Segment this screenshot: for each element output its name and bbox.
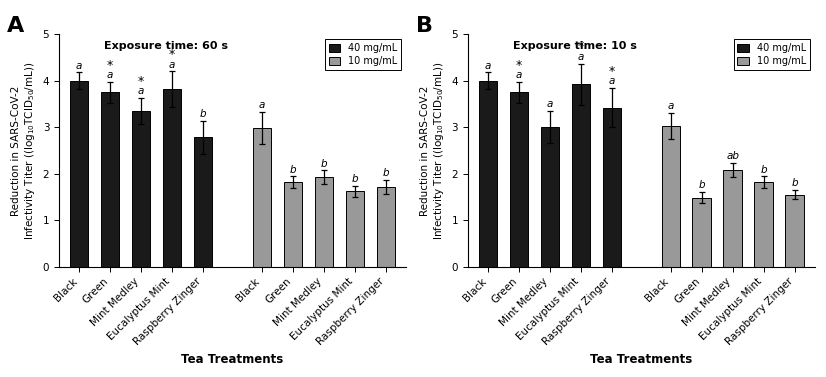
Text: *: *: [609, 65, 615, 78]
Text: Exposure time: 60 s: Exposure time: 60 s: [104, 41, 228, 51]
Bar: [253, 128, 271, 267]
Text: b: b: [699, 180, 705, 190]
Bar: [662, 126, 680, 267]
Legend: 40 mg/mL, 10 mg/mL: 40 mg/mL, 10 mg/mL: [733, 39, 810, 70]
Bar: [724, 170, 742, 267]
Text: ab: ab: [726, 151, 739, 161]
Text: a: a: [577, 52, 584, 62]
Y-axis label: Reduction in SARS-CoV-2
Infectivity Titer ($\mathregular{(log_{10}TCID_{50}/mL)}: Reduction in SARS-CoV-2 Infectivity Tite…: [420, 61, 446, 240]
Bar: [345, 191, 364, 267]
Text: a: a: [169, 60, 175, 70]
Text: B: B: [415, 16, 433, 36]
Text: b: b: [200, 109, 206, 120]
Bar: [315, 177, 333, 267]
Bar: [692, 198, 711, 267]
Text: A: A: [7, 16, 24, 36]
Text: b: b: [382, 168, 389, 178]
Legend: 40 mg/mL, 10 mg/mL: 40 mg/mL, 10 mg/mL: [325, 39, 401, 70]
Bar: [603, 108, 621, 267]
Bar: [194, 138, 212, 267]
Bar: [70, 81, 88, 267]
Bar: [541, 127, 559, 267]
Text: a: a: [667, 101, 674, 112]
Text: a: a: [609, 77, 615, 86]
Text: Exposure time: 10 s: Exposure time: 10 s: [513, 41, 637, 51]
Text: a: a: [138, 86, 145, 96]
Bar: [283, 182, 302, 267]
Text: a: a: [107, 70, 113, 80]
Bar: [377, 187, 395, 267]
Text: b: b: [290, 165, 297, 175]
Y-axis label: Reduction in SARS-CoV-2
Infectivity Titer ($\mathregular{(log_{10}TCID_{50}/mL)}: Reduction in SARS-CoV-2 Infectivity Tite…: [11, 61, 37, 240]
X-axis label: Tea Treatments: Tea Treatments: [182, 353, 283, 366]
Text: *: *: [169, 48, 175, 61]
Text: a: a: [485, 61, 491, 70]
Text: *: *: [516, 59, 522, 72]
X-axis label: Tea Treatments: Tea Treatments: [591, 353, 692, 366]
Text: a: a: [515, 70, 522, 80]
Bar: [510, 92, 529, 267]
Text: *: *: [138, 75, 145, 88]
Text: *: *: [578, 40, 584, 54]
Text: b: b: [791, 178, 798, 188]
Bar: [101, 92, 120, 267]
Bar: [163, 89, 182, 267]
Text: a: a: [76, 61, 83, 70]
Text: *: *: [107, 59, 113, 72]
Text: a: a: [259, 100, 265, 110]
Text: b: b: [352, 174, 358, 184]
Text: b: b: [761, 165, 767, 175]
Bar: [786, 195, 804, 267]
Bar: [754, 182, 773, 267]
Text: b: b: [320, 159, 327, 169]
Bar: [572, 84, 591, 267]
Bar: [479, 81, 497, 267]
Text: a: a: [547, 99, 553, 109]
Bar: [132, 111, 150, 267]
